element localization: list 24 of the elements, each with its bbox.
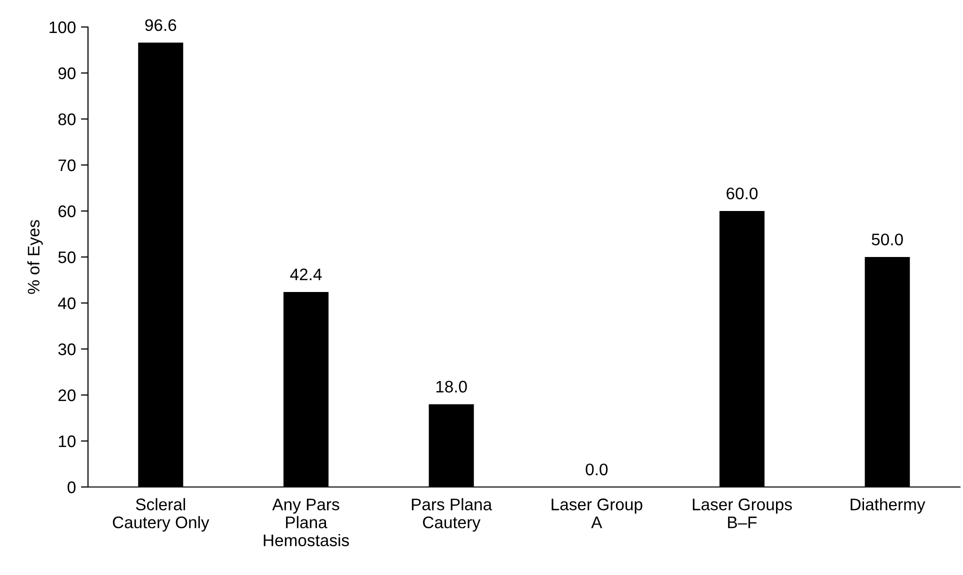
- data-label: 96.6: [145, 19, 176, 32]
- y-tick-label: 20: [58, 389, 76, 402]
- x-tick-label: Any Pars Plana Hemostasis: [264, 498, 349, 546]
- data-label: 60.0: [726, 188, 758, 200]
- x-tick-label: Laser Group A: [552, 498, 642, 528]
- data-label: 50.0: [872, 234, 903, 246]
- y-tick-label: 50: [58, 251, 76, 264]
- y-tick-label: 70: [58, 159, 76, 172]
- y-tick-label: 10: [58, 435, 76, 448]
- x-tick-label: Pars Plana Cautery: [412, 498, 492, 532]
- data-label: 42.4: [290, 268, 322, 280]
- y-axis-title: % of Eyes: [27, 220, 43, 294]
- y-tick-label: 40: [58, 297, 76, 310]
- data-label: 0.0: [586, 464, 608, 476]
- y-tick-label: 100: [50, 21, 76, 34]
- y-tick-label: 30: [58, 343, 76, 356]
- y-tick-label: 0: [68, 481, 76, 494]
- x-tick-label: Diathermy: [850, 498, 926, 514]
- y-tick-label: 80: [58, 113, 76, 126]
- y-tick-label: 90: [58, 67, 76, 80]
- x-tick-label: Laser Groups B–F: [692, 498, 792, 528]
- y-tick-label: 60: [58, 205, 76, 218]
- data-label: 18.0: [436, 380, 467, 393]
- x-tick-label: Scleral Cautery Only: [112, 498, 210, 532]
